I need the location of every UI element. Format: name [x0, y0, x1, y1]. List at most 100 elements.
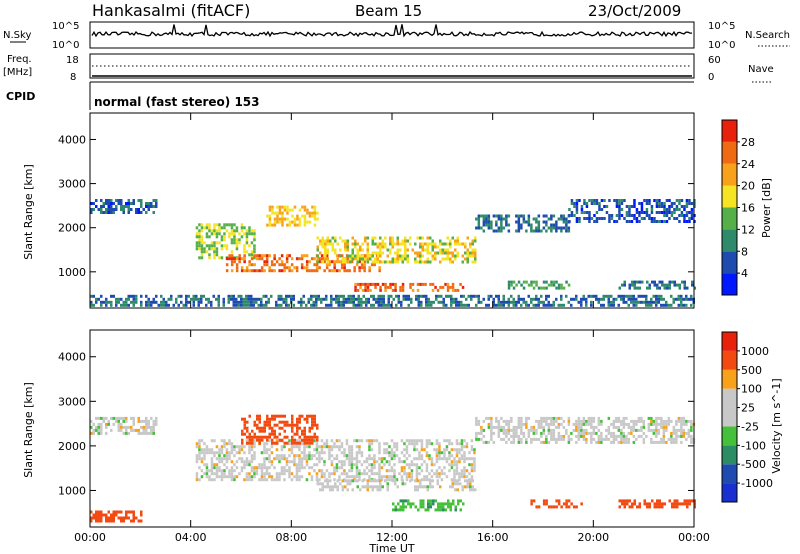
velocity-region-1-cell	[215, 451, 219, 455]
power-region-1-cell	[253, 232, 256, 236]
power-region-10-cell	[672, 297, 675, 301]
power-region-4-cell	[431, 242, 434, 246]
velocity-region-5-cell	[547, 431, 551, 435]
power-region-7-cell	[660, 202, 664, 205]
velocity-region-5-cell	[530, 425, 533, 429]
velocity-region-5-cell	[682, 431, 686, 435]
velocity-region-3-cell	[431, 479, 434, 483]
power-region-3-cell	[311, 205, 314, 209]
power-region-0-cell	[140, 205, 143, 208]
velocity-region-5-cell	[632, 419, 636, 423]
power-region-10-cell	[487, 297, 490, 301]
power-region-1-cell	[235, 226, 239, 230]
power-region-4-cell	[401, 257, 404, 261]
power-region-10-cell	[690, 297, 693, 301]
velocity-region-5-cell	[490, 431, 493, 435]
power-region-10-cell	[285, 297, 288, 301]
velocity-region-4-cell	[442, 508, 445, 512]
power-region-4-cell	[434, 251, 437, 255]
velocity-region-1-cell	[210, 463, 214, 467]
power-region-9-cell	[633, 280, 636, 284]
power-region-6-cell	[542, 226, 546, 230]
velocity-region-5-cell	[687, 434, 691, 438]
velocity-region-5-cell	[500, 428, 503, 432]
power-region-0-cell	[125, 202, 128, 205]
power-region-4-cell	[449, 239, 452, 243]
power-region-2-cell	[263, 260, 266, 264]
power-region-7-cell	[643, 217, 646, 220]
velocity-region-5-cell	[607, 416, 611, 420]
power-region-10-cell	[472, 294, 475, 298]
velocity-region-1-cell	[333, 472, 336, 476]
velocity-region-1-cell	[265, 466, 269, 470]
power-region-1-cell	[200, 256, 204, 260]
velocity-region-1-cell	[345, 454, 349, 458]
velocity-region-1-cell	[380, 478, 384, 482]
velocity-region-5-cell	[605, 434, 608, 438]
power-region-2-cell	[288, 266, 291, 270]
power-region-10-cell	[500, 303, 503, 307]
velocity-region-7-cell	[658, 502, 661, 506]
velocity-region-1-cell	[358, 478, 361, 482]
velocity-region-1-cell	[330, 472, 334, 476]
velocity-region-8-cell	[95, 519, 98, 523]
velocity-region-8-cell	[105, 516, 108, 520]
power-region-4-cell	[331, 242, 334, 246]
velocity-region-1-cell	[233, 448, 236, 452]
power-region-4-cell	[406, 254, 409, 258]
velocity-region-4-cell	[409, 505, 412, 509]
velocity-region-1-cell	[425, 454, 429, 458]
power-region-8-cell	[542, 280, 546, 284]
power-region-7-cell	[595, 211, 599, 214]
power-region-4-cell	[394, 257, 397, 261]
velocity-region-2-cell	[296, 420, 299, 424]
power-region-0-cell	[120, 199, 123, 202]
velocity-region-7-cell	[631, 505, 634, 509]
power-region-7-cell	[633, 214, 636, 217]
velocity-region-1-cell	[358, 445, 361, 449]
power-region-6-cell	[520, 226, 523, 230]
power-region-10-cell	[512, 297, 515, 301]
velocity-region-1-cell	[473, 451, 476, 455]
velocity-region-1-cell	[355, 457, 359, 461]
power-region-4-cell	[381, 242, 384, 246]
velocity-region-1-cell	[233, 478, 236, 482]
velocity-region-2-cell	[316, 423, 319, 427]
power-region-4-cell	[399, 254, 402, 258]
power-region-10-cell	[557, 303, 560, 307]
power-region-10-cell	[467, 303, 470, 307]
velocity-region-5-cell	[545, 434, 548, 438]
power-colorbar-swatch	[722, 229, 737, 252]
velocity-region-6-cell	[565, 499, 568, 503]
velocity-region-1-cell	[390, 439, 394, 443]
power-region-7-cell	[608, 220, 611, 223]
velocity-region-1-cell	[445, 439, 449, 443]
velocity-region-5-cell	[622, 416, 626, 420]
power-region-9-cell	[636, 280, 639, 284]
velocity-region-1-cell	[390, 475, 394, 479]
power-region-0-cell	[100, 205, 103, 208]
power-region-10-cell	[655, 294, 658, 298]
velocity-region-1-cell	[393, 454, 396, 458]
velocity-region-5-cell	[587, 431, 591, 435]
velocity-xtick-label: 08:00	[275, 531, 307, 544]
velocity-region-5-cell	[580, 422, 583, 426]
velocity-region-3-cell	[466, 485, 469, 489]
power-region-6-cell	[527, 220, 531, 224]
power-region-3-cell	[268, 208, 272, 212]
velocity-region-1-cell	[413, 442, 416, 446]
velocity-region-0-cell	[152, 419, 155, 423]
velocity-region-2-cell	[308, 441, 311, 445]
velocity-region-1-cell	[393, 451, 396, 455]
velocity-region-2-cell	[246, 435, 249, 439]
power-region-9-cell	[693, 286, 696, 290]
velocity-region-5-cell	[687, 428, 691, 432]
power-region-10-cell	[205, 297, 208, 301]
velocity-region-3-cell	[451, 485, 454, 489]
velocity-region-1-cell	[268, 457, 271, 461]
power-region-7-cell	[680, 199, 684, 202]
velocity-region-6-cell	[542, 499, 546, 503]
velocity-region-5-cell	[630, 419, 633, 423]
power-region-7-cell	[645, 199, 649, 202]
velocity-region-1-cell	[415, 448, 419, 452]
